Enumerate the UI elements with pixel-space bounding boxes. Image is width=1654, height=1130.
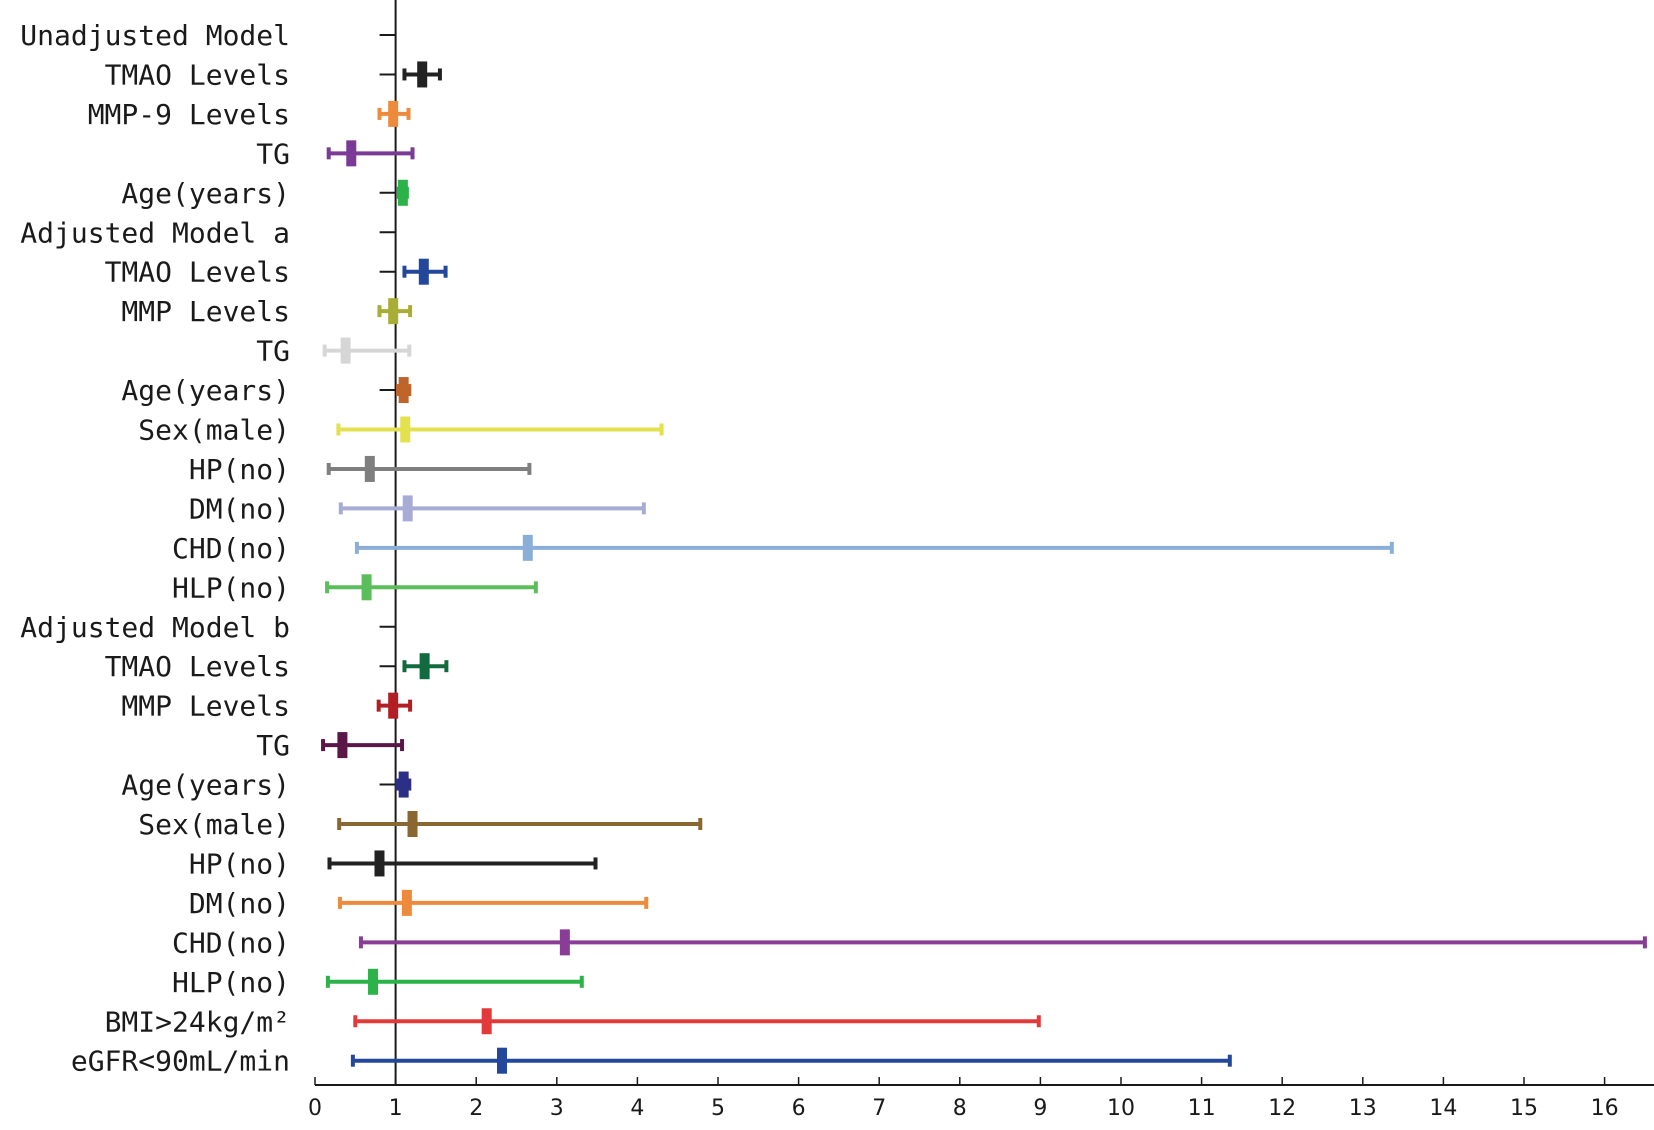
point-estimate	[401, 889, 412, 916]
x-tick-label: 14	[1429, 1096, 1457, 1121]
row-label: HLP(no)	[172, 571, 290, 604]
x-tick-label: 4	[630, 1096, 644, 1121]
row-label: MMP-9 Levels	[88, 98, 290, 131]
point-estimate	[417, 61, 428, 88]
point-estimate	[402, 495, 413, 522]
row-label: TG	[256, 137, 290, 170]
row-label: MMP Levels	[121, 690, 290, 723]
point-estimate	[346, 140, 357, 167]
row-label: DM(no)	[189, 492, 290, 525]
row-label: DM(no)	[189, 887, 290, 920]
row-label: HLP(no)	[172, 966, 290, 999]
x-tick-label: 3	[550, 1096, 564, 1121]
point-estimate	[398, 377, 409, 404]
x-tick-label: 2	[469, 1096, 483, 1121]
point-estimate	[419, 653, 430, 680]
x-tick-label: 0	[308, 1096, 322, 1121]
point-estimate	[388, 100, 399, 127]
point-estimate	[407, 811, 418, 837]
row-label: TMAO Levels	[105, 650, 290, 683]
point-estimate	[398, 771, 409, 798]
point-estimate	[522, 534, 533, 561]
point-estimate	[418, 258, 429, 285]
row-label: BMI>24kg/m²	[105, 1005, 290, 1038]
row-label: CHD(no)	[172, 532, 290, 565]
point-estimate	[481, 1008, 492, 1035]
model-header-label: Unadjusted Model	[20, 19, 290, 52]
point-estimate	[368, 968, 379, 995]
x-tick-label: 13	[1349, 1096, 1377, 1121]
row-label: Sex(male)	[138, 414, 290, 447]
row-label: Age(years)	[121, 769, 290, 802]
x-tick-label: 12	[1268, 1096, 1296, 1121]
row-label: TG	[256, 729, 290, 762]
point-estimate	[388, 692, 399, 719]
model-header-label: Adjusted Model a	[20, 216, 290, 249]
row-label: HP(no)	[189, 847, 290, 880]
point-estimate	[496, 1047, 507, 1074]
row-label: TMAO Levels	[105, 58, 290, 91]
row-label: eGFR<90mL/min	[71, 1045, 290, 1078]
x-tick-label: 10	[1107, 1096, 1135, 1121]
point-estimate	[337, 732, 348, 759]
x-tick-label: 1	[389, 1096, 403, 1121]
point-estimate	[559, 929, 570, 956]
x-tick-label: 8	[953, 1096, 967, 1121]
row-label: Age(years)	[121, 374, 290, 407]
row-label: TG	[256, 335, 290, 368]
row-label: MMP Levels	[121, 295, 290, 328]
x-tick-label: 9	[1033, 1096, 1047, 1121]
point-estimate	[388, 298, 399, 325]
x-tick-label: 7	[872, 1096, 886, 1121]
row-label: Age(years)	[121, 177, 290, 210]
x-tick-label: 15	[1510, 1096, 1538, 1121]
point-estimate	[340, 337, 351, 364]
point-estimate	[397, 179, 408, 206]
x-tick-label: 6	[792, 1096, 806, 1121]
x-tick-label: 11	[1188, 1096, 1216, 1121]
point-estimate	[364, 455, 375, 482]
point-estimate	[361, 574, 372, 601]
row-label: Sex(male)	[138, 808, 290, 841]
row-label: HP(no)	[189, 453, 290, 486]
point-estimate	[374, 850, 385, 877]
row-label: CHD(no)	[172, 926, 290, 959]
x-tick-label: 16	[1591, 1096, 1619, 1121]
model-header-label: Adjusted Model b	[20, 611, 290, 644]
row-label: TMAO Levels	[105, 256, 290, 289]
point-estimate	[400, 416, 411, 443]
x-tick-label: 5	[711, 1096, 725, 1121]
